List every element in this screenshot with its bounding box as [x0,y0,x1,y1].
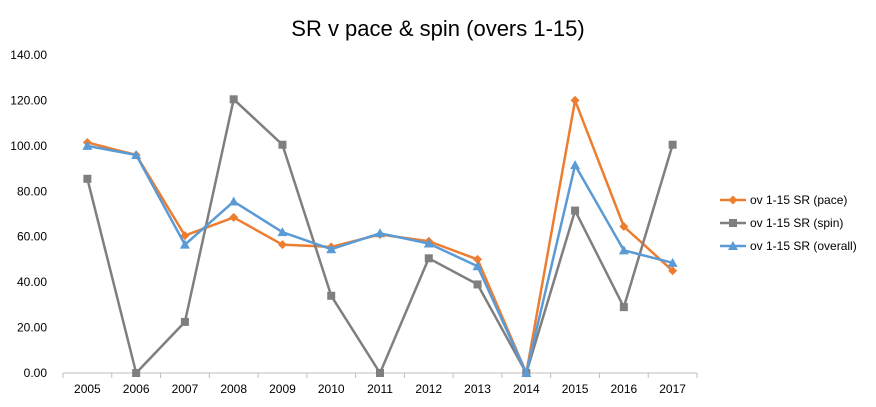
data-point [132,369,141,377]
data-point [424,254,433,263]
y-tick-label: 140.00 [10,48,47,62]
data-point [423,238,434,248]
x-tick-label: 2017 [659,382,686,396]
x-tick-label: 2007 [172,382,199,396]
data-point [375,228,385,238]
x-tick-label: 2011 [367,382,393,396]
data-point [521,368,532,377]
y-tick-label: 0.00 [24,366,48,380]
series-line [87,144,673,375]
x-tick-label: 2014 [513,382,540,396]
series-3 [82,140,678,377]
x-tick-label: 2012 [415,382,442,396]
legend-label: ov 1-15 SR (pace) [750,193,847,207]
data-point [131,149,142,159]
x-tick-label: 2013 [464,382,491,396]
data-point [619,303,628,312]
data-point [326,244,337,254]
data-point [570,160,581,170]
legend-marker [728,195,738,205]
axes: 0.00 20.00 40.00 60.00 80.00 100.00 120.00 140.… [10,48,698,396]
data-point [82,140,93,150]
legend-marker [729,219,737,227]
legend-item: ov 1-15 SR (pace) [720,193,847,207]
x-tick-label: 2015 [562,382,589,396]
x-tick-label: 2016 [610,382,637,396]
data-point [278,140,287,149]
data-point [570,95,580,105]
data-point [179,239,190,249]
x-tick-label: 2010 [318,382,345,396]
data-point [83,174,92,183]
x-tick-label: 2005 [74,382,101,396]
data-point [376,369,384,377]
data-point [668,266,678,276]
chart-title: SR v pace & spin (overs 1-15) [291,16,584,41]
data-point [180,317,189,326]
legend-label: ov 1-15 SR (overall) [750,239,857,253]
legend-item: ov 1-15 SR (overall) [720,239,857,253]
y-tick-label: 20.00 [17,321,47,335]
data-point [619,221,629,231]
x-tick-label: 2008 [220,382,247,396]
legend: ov 1-15 SR (pace) ov 1-15 SR (spin) ov 1-1… [720,193,857,253]
y-tick-label: 60.00 [17,230,47,244]
y-tick-label: 100.00 [10,139,47,153]
data-point [277,240,287,250]
data-point [229,95,238,104]
x-tick-label: 2006 [123,382,150,396]
data-point [571,206,580,215]
series-layer [82,95,678,378]
data-point [668,140,677,149]
y-tick-label: 40.00 [17,275,47,289]
data-point [180,231,190,241]
legend-item: ov 1-15 SR (spin) [720,216,843,230]
data-point [277,227,288,237]
y-tick-label: 80.00 [17,184,47,198]
data-point [228,196,239,206]
data-point [229,212,239,222]
x-tick-label: 2009 [269,382,296,396]
data-point [472,261,483,271]
data-point [473,280,482,289]
data-point [473,254,483,264]
y-tick-label: 120.00 [10,93,47,107]
data-point [667,257,678,267]
data-point [327,291,336,300]
legend-label: ov 1-15 SR (spin) [750,216,843,230]
data-point [618,245,629,255]
legend-marker [728,241,738,250]
